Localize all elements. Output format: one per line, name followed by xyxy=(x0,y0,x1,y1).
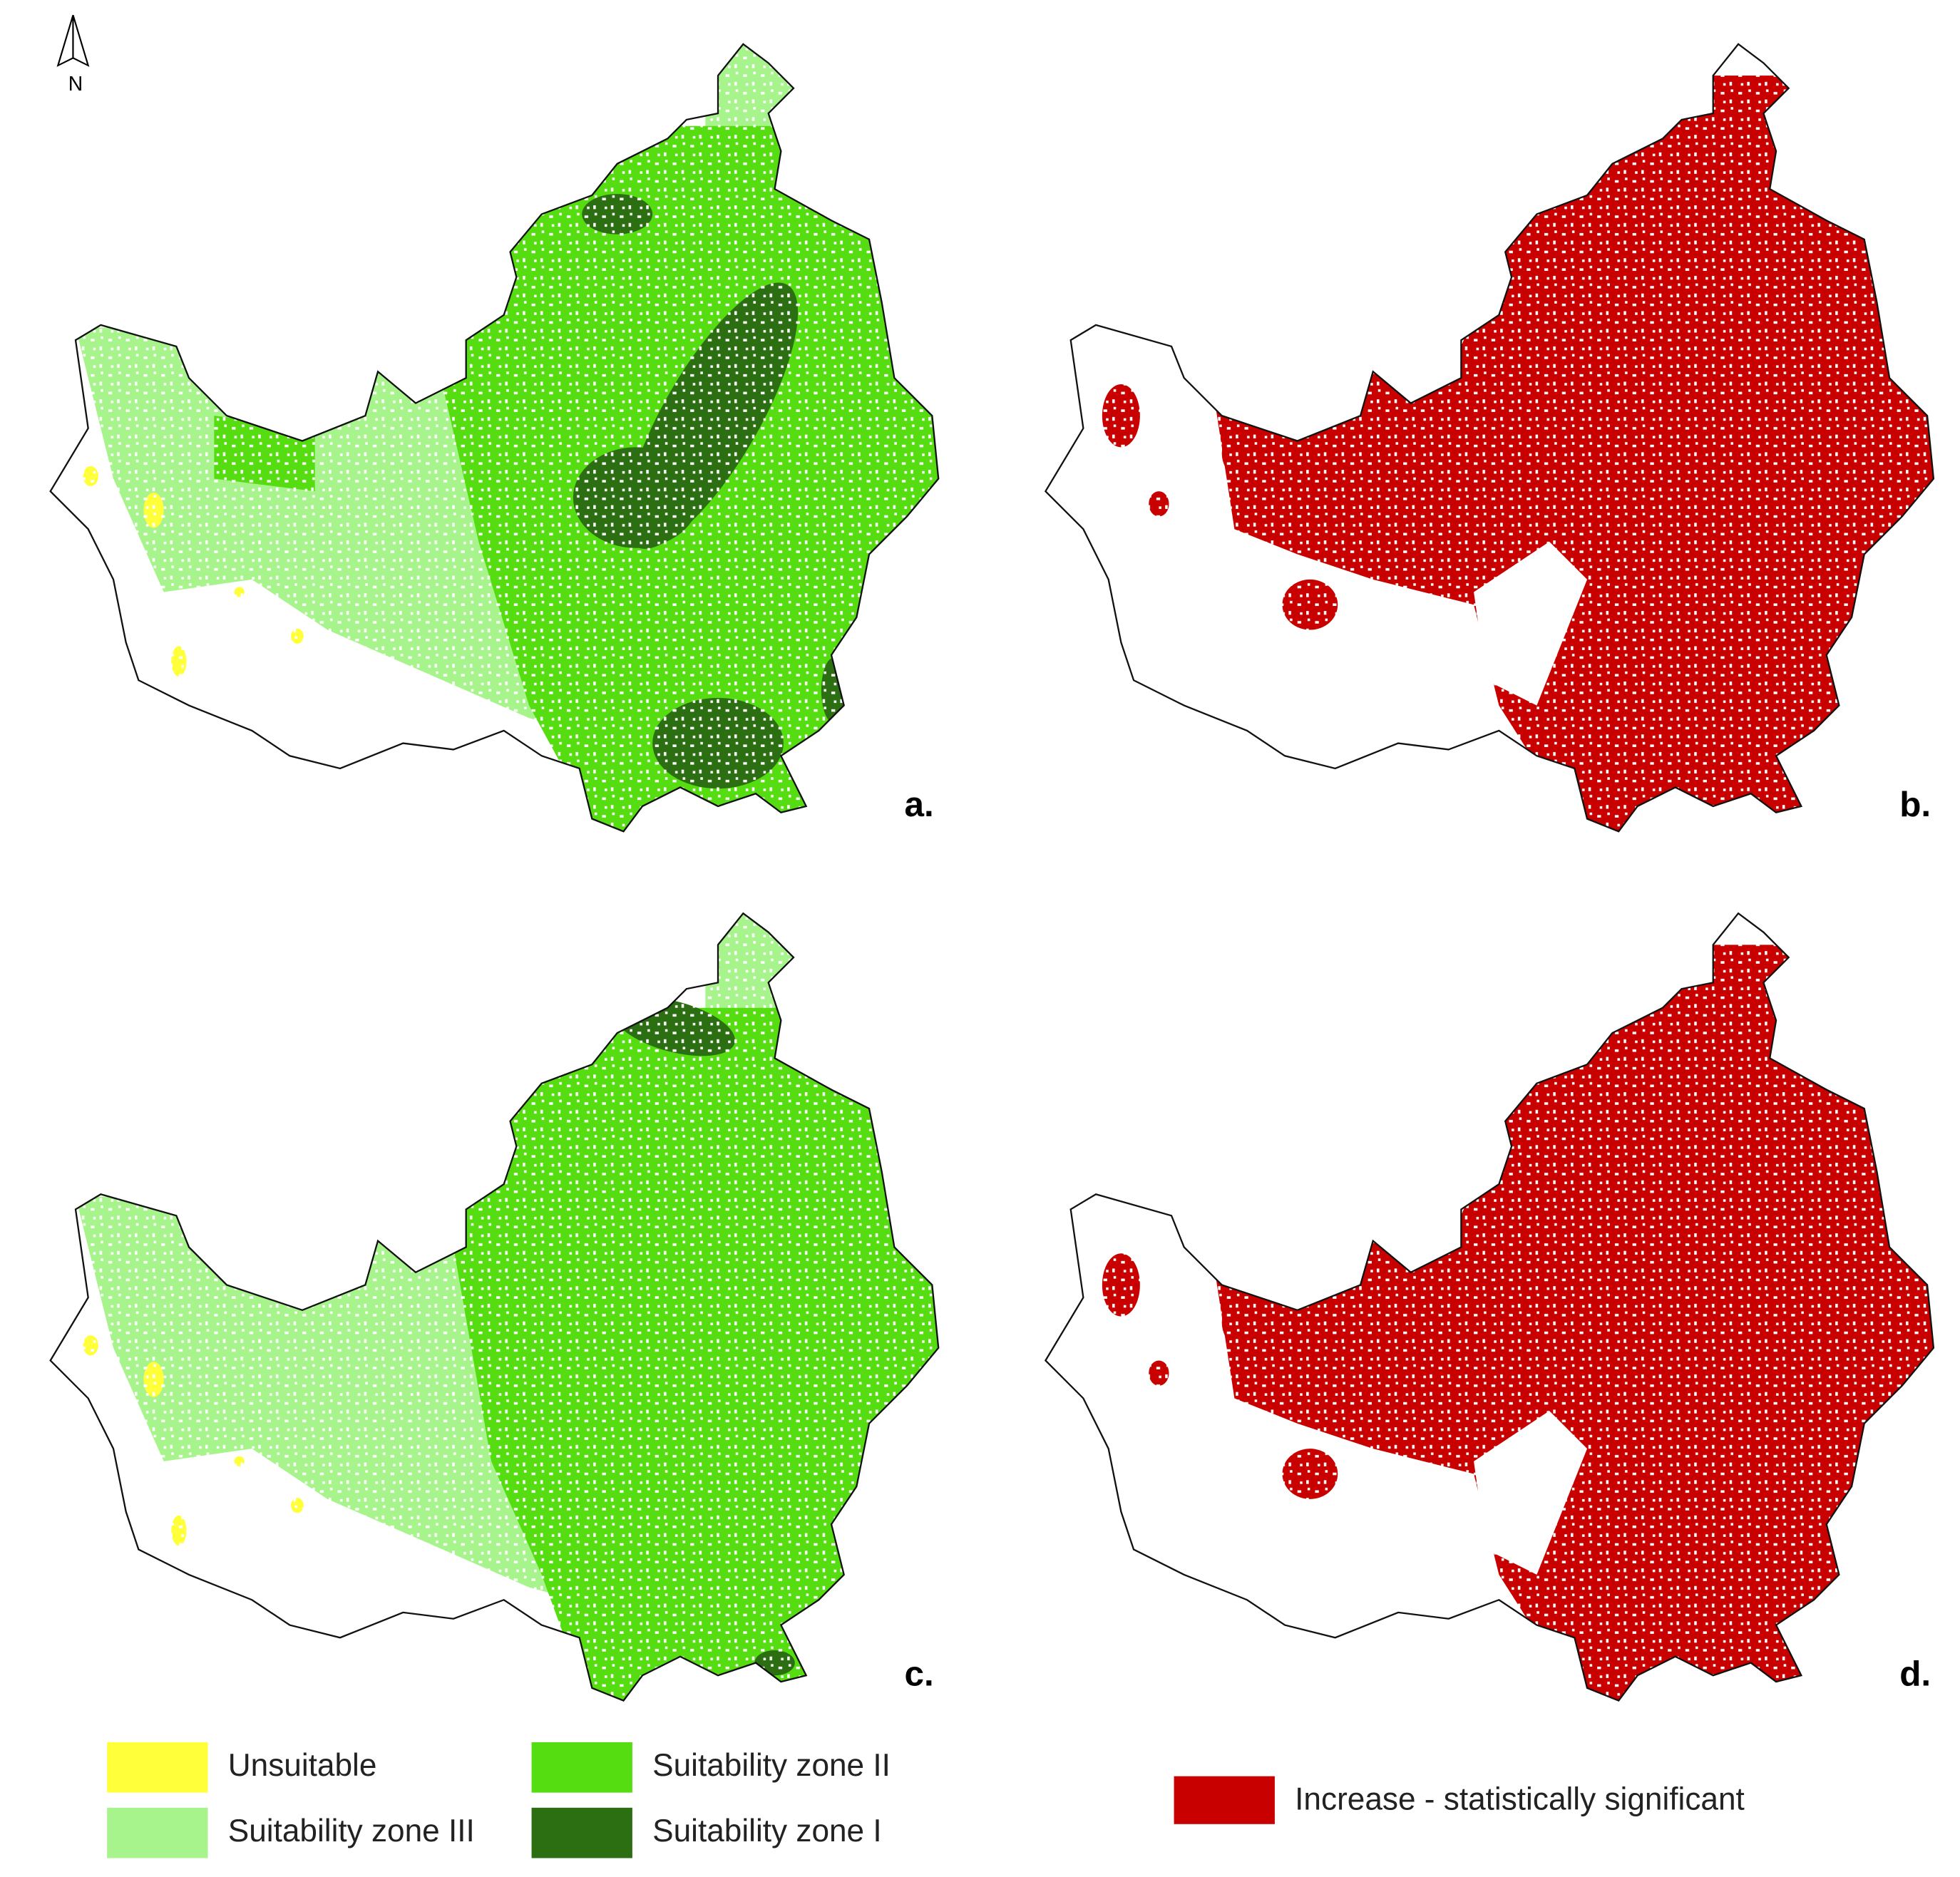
region-outline xyxy=(49,912,940,1702)
map-panel: d. xyxy=(1044,912,1935,1702)
legend-swatch xyxy=(1174,1776,1275,1824)
panel-label: c. xyxy=(904,1654,933,1693)
legend-label: Increase - statistically significant xyxy=(1295,1782,1745,1817)
map-fill xyxy=(1045,913,1934,1701)
legend-label: Suitability zone II xyxy=(652,1748,891,1783)
panel-label: a. xyxy=(904,785,933,824)
map-fill xyxy=(50,43,939,832)
legend-swatch xyxy=(107,1742,208,1793)
panel-label: b. xyxy=(1899,785,1931,824)
panel-label: d. xyxy=(1899,1654,1931,1693)
legend-swatch xyxy=(107,1807,208,1858)
fragmentation xyxy=(1045,913,1934,1701)
legend-swatch xyxy=(531,1807,632,1858)
fragmentation xyxy=(1045,43,1934,832)
north-arrow: N xyxy=(56,14,90,95)
map-panel: b. xyxy=(1044,43,1935,833)
map-panel: a. xyxy=(49,43,940,833)
map-fill xyxy=(50,913,939,1701)
map-panel: c. xyxy=(49,912,940,1702)
map-fill xyxy=(1045,43,1934,832)
legend-label: Suitability zone III xyxy=(228,1814,475,1848)
legend-label: Unsuitable xyxy=(228,1748,377,1783)
fragmentation xyxy=(50,913,939,1701)
legend-label: Suitability zone I xyxy=(652,1814,882,1848)
region-outline xyxy=(49,43,940,833)
north-label: N xyxy=(68,72,83,95)
fragmentation xyxy=(50,43,939,832)
region-outline xyxy=(1044,43,1935,833)
legend-swatch xyxy=(531,1742,632,1793)
region-outline xyxy=(1044,912,1935,1702)
